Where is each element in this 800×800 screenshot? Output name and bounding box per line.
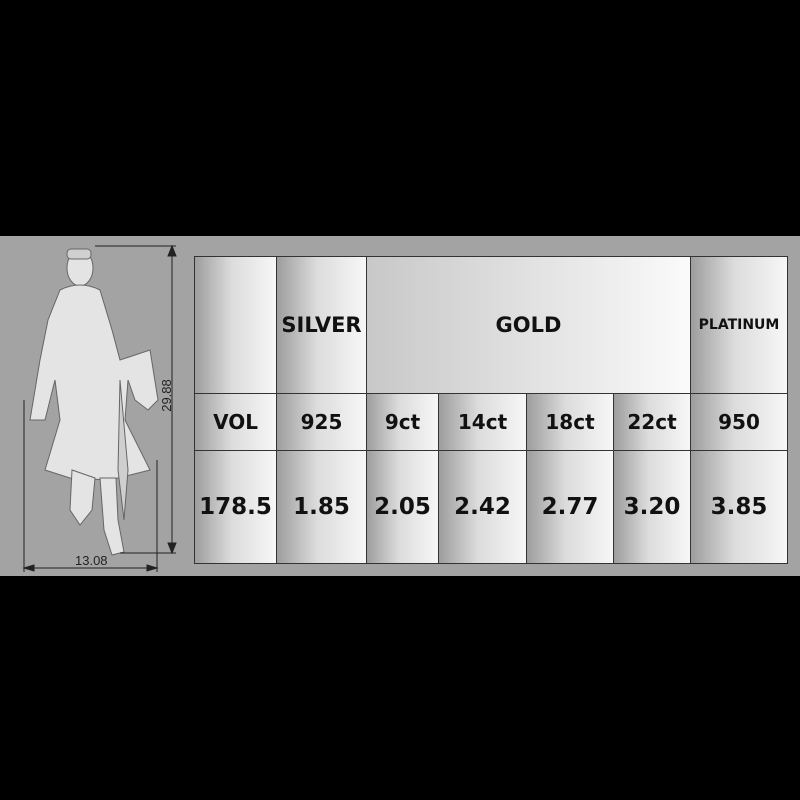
subheader-22ct: 22ct: [613, 393, 691, 451]
subheader-925: 925: [276, 393, 367, 451]
table-corner-cell: [194, 256, 277, 394]
header-gold: GOLD: [366, 256, 691, 394]
subheader-18ct: 18ct: [526, 393, 614, 451]
value-silver-925: 1.85: [276, 450, 367, 564]
subheader-950: 950: [690, 393, 788, 451]
width-dimension-label: 13.08: [75, 553, 108, 568]
figurine-illustration: [22, 244, 177, 572]
value-gold-9ct: 2.05: [366, 450, 439, 564]
value-gold-18ct: 2.77: [526, 450, 614, 564]
value-gold-14ct: 2.42: [438, 450, 527, 564]
value-gold-22ct: 3.20: [613, 450, 691, 564]
subheader-vol: VOL: [194, 393, 277, 451]
value-platinum-950: 3.85: [690, 450, 788, 564]
subheader-14ct: 14ct: [438, 393, 527, 451]
subheader-9ct: 9ct: [366, 393, 439, 451]
height-dimension-label: 29.88: [158, 379, 174, 412]
value-vol: 178.5: [194, 450, 277, 564]
header-platinum: PLATINUM: [690, 256, 788, 394]
header-silver: SILVER: [276, 256, 367, 394]
